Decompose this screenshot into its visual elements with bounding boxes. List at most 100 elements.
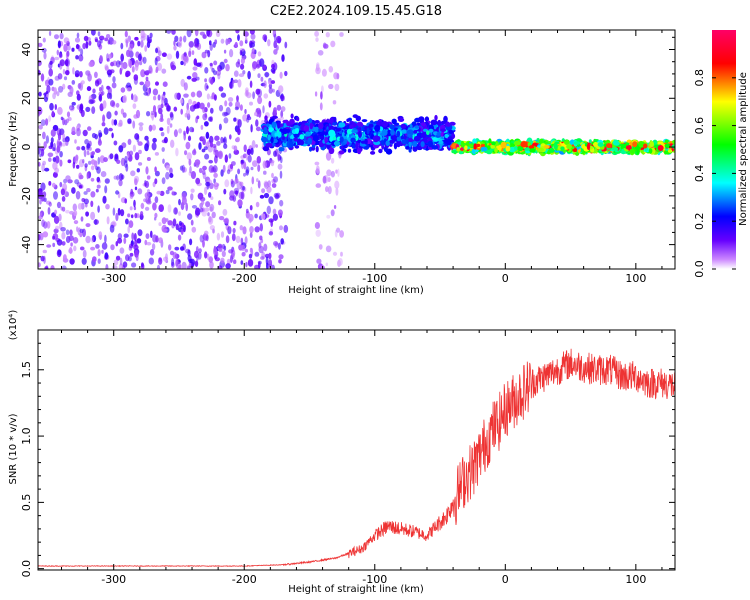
spectrogram-cell [284, 41, 288, 49]
spectrogram-cell [73, 220, 79, 225]
spectrogram-cell [101, 249, 104, 254]
spectrogram-cell [242, 186, 245, 191]
spectrogram-cell [328, 125, 335, 131]
spectrogram-cell [321, 85, 324, 93]
spectrogram-cell [321, 68, 327, 77]
spectrogram-cell [171, 190, 174, 196]
spectrogram-cell [99, 103, 104, 112]
colorbar-tick-label: 0.8 [693, 69, 706, 87]
x-tick-label: 100 [625, 272, 646, 285]
spectrogram-cell [324, 136, 328, 144]
spectrogram-cell [352, 114, 358, 118]
spectrogram-cell [54, 34, 59, 40]
spectrogram-cell [125, 254, 130, 262]
spectrogram-cell [412, 145, 418, 152]
spectrogram-cell [82, 129, 88, 137]
spectrogram-cell [204, 251, 208, 259]
spectrogram-cell [203, 146, 208, 151]
spectrogram-cell [218, 86, 224, 92]
spectrogram-cell [74, 37, 81, 43]
spectrogram-cell [524, 147, 531, 151]
spectrogram-cell [260, 76, 264, 82]
spectrogram-cell [229, 134, 232, 140]
spectrogram-cell [65, 118, 70, 124]
spectrogram-cell [254, 213, 258, 219]
spectrogram-cell [277, 121, 281, 129]
spectrogram-cell [135, 109, 141, 119]
spectrogram-cell [52, 171, 58, 178]
spectrogram-cell [263, 93, 269, 99]
spectrogram-cell [392, 134, 397, 140]
spectrogram-cell [120, 53, 124, 62]
spectrogram-cell [271, 115, 278, 119]
spectrogram-cell [239, 181, 244, 187]
spectrogram-cell [206, 253, 210, 260]
spectrogram-cell [161, 147, 165, 152]
spectrogram-cell [146, 241, 152, 246]
spectrogram-cell [420, 132, 427, 139]
spectrogram-cell [150, 110, 155, 116]
spectrogram-cell [154, 196, 159, 204]
spectrogram-cell [181, 196, 187, 205]
spectrogram-cell [505, 145, 511, 152]
spectrogram-cell [288, 141, 294, 148]
spectrogram-cell [280, 238, 284, 245]
spectrogram-cell [100, 90, 105, 96]
spectrogram-cell [42, 160, 46, 166]
spectrogram-cell [122, 95, 127, 103]
spectrogram-cell [473, 143, 477, 150]
spectrogram-cell [155, 69, 158, 73]
spectrogram-cell [50, 265, 55, 269]
spectrogram-cell [424, 116, 430, 122]
spectrogram-cell [154, 57, 158, 66]
spectrogram-cell [106, 111, 112, 120]
spectrogram-cell [269, 159, 275, 164]
spectrogram-cell [448, 129, 454, 134]
spectrogram-cell [299, 134, 305, 140]
spectrogram-cell [199, 234, 204, 243]
spectrogram-marks [38, 30, 675, 269]
spectrogram-cell [129, 206, 133, 211]
spectrogram-cell [286, 121, 291, 127]
spectrogram-cell [339, 32, 344, 37]
spectrogram-cell [483, 143, 488, 148]
spectrogram-cell [437, 119, 442, 127]
spectrogram-cell [97, 40, 101, 48]
spectrogram-cell [129, 150, 134, 156]
spectrogram-cell [198, 251, 202, 260]
spectrogram-cell [257, 164, 261, 172]
spectrogram-cell [259, 235, 263, 241]
spectrogram-cell [83, 35, 89, 42]
spectrogram-cell [91, 132, 97, 139]
spectrogram-cell [263, 130, 269, 135]
spectrogram-cell [183, 82, 188, 91]
spectrogram-cell [39, 212, 42, 218]
spectrogram-cell [257, 88, 262, 98]
spectrogram-cell [128, 220, 134, 229]
colorbar-label: Normalized spectral amplitude [738, 72, 749, 226]
spectrogram-cell [140, 211, 144, 217]
spectrogram-cell [296, 116, 300, 122]
spectrogram-cell [56, 201, 62, 209]
spectrogram-cell [334, 229, 338, 238]
spectrogram-cell [240, 191, 245, 200]
spectrogram-cell [204, 82, 208, 91]
spectrogram-cell [92, 88, 96, 94]
spectrogram-cell [167, 220, 173, 226]
spectrogram-cell [220, 38, 225, 44]
spectrogram-cell [252, 91, 256, 100]
spectrogram-cell [223, 117, 229, 124]
spectrogram-cell [58, 53, 63, 59]
spectrogram-cell [216, 232, 221, 241]
spectrogram-cell [213, 94, 217, 101]
spectrogram-cell [277, 209, 283, 217]
spectrogram-cell [268, 252, 272, 260]
spectrogram-cell [130, 170, 136, 177]
spectrogram-cell [588, 139, 592, 144]
colorbar-gradient [712, 30, 736, 269]
spectrogram-cell [138, 149, 142, 155]
spectrogram-cell [486, 145, 491, 150]
spectrogram-cell [73, 245, 77, 252]
spectrogram-cell [205, 201, 211, 208]
